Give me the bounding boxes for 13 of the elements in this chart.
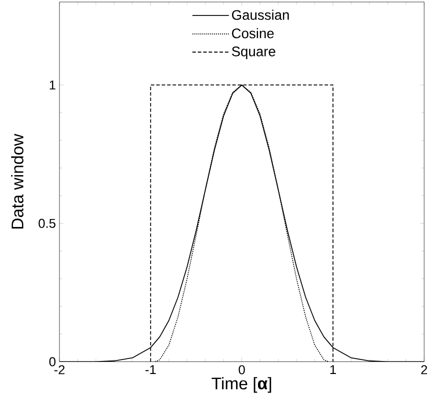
legend-label: Gaussian — [232, 10, 289, 20]
x-tick-label: 2 — [421, 365, 428, 374]
x-tick-label: 0 — [238, 365, 245, 374]
y-axis-title: Data window — [11, 134, 24, 228]
x-tick-label: -2 — [54, 365, 65, 374]
y-tick-label: 0 — [49, 357, 56, 366]
x-tick-label: 1 — [330, 365, 336, 374]
y-tick-label: 1 — [50, 80, 56, 90]
x-axis-title: Time [α] — [212, 377, 272, 393]
y-tick-label: 0.5 — [38, 218, 56, 228]
legend-label: Square — [232, 46, 276, 59]
legend-label: Cosine — [232, 28, 274, 38]
x-tick-label: -1 — [146, 365, 156, 374]
